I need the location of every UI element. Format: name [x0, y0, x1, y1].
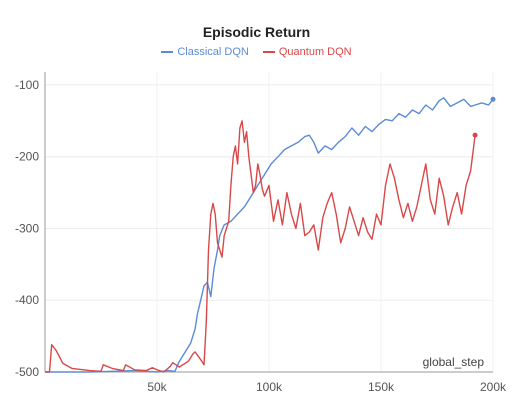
tick-labels: -100 -200 -300 -400 -500 50k 100k 150k 200k	[15, 78, 507, 394]
end-point-classical-dqn	[490, 96, 496, 102]
x-tick-label: 200k	[480, 380, 507, 394]
legend-swatch-quantum	[262, 51, 275, 53]
series-line-quantum-dqn[interactable]	[45, 120, 476, 373]
series-lines	[45, 96, 496, 373]
legend-label-quantum: Quantum DQN	[278, 46, 352, 58]
x-tick-label: 150k	[368, 380, 395, 394]
y-tick-label: -200	[15, 150, 39, 164]
legend-item-classical[interactable]: Classical DQN	[161, 46, 249, 58]
chart-title: Episodic Return	[202, 24, 311, 40]
legend-swatch-classical	[161, 51, 174, 53]
axes	[44, 72, 493, 373]
x-axis-label: global_step	[423, 355, 485, 369]
grid-lines	[45, 72, 494, 373]
y-tick-label: -100	[15, 78, 39, 92]
x-tick-label: 50k	[147, 380, 167, 394]
y-tick-label: -400	[15, 293, 39, 307]
x-tick-label: 100k	[256, 380, 283, 394]
legend: Classical DQN Quantum DQN	[0, 46, 513, 58]
legend-label-classical: Classical DQN	[177, 46, 249, 58]
end-point-quantum-dqn	[472, 132, 478, 138]
legend-item-quantum[interactable]: Quantum DQN	[262, 46, 352, 58]
series-line-classical-dqn[interactable]	[45, 97, 494, 373]
y-tick-label: -500	[15, 365, 39, 379]
y-tick-label: -300	[15, 221, 39, 235]
